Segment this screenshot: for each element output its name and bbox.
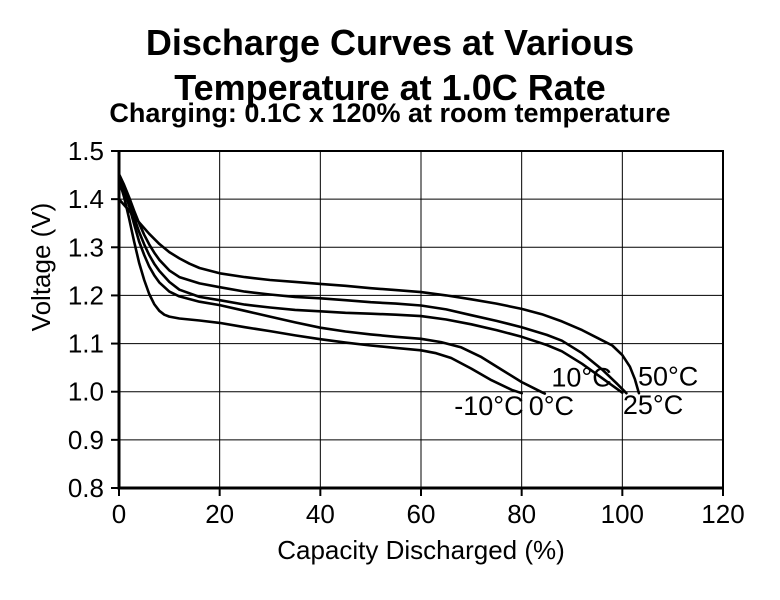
y-tick-label: 1.3 <box>68 232 104 262</box>
chart-title-line2: Temperature at 1.0C Rate <box>174 67 606 108</box>
y-tick-label: 1.1 <box>68 329 104 359</box>
curve-minus-10c <box>117 178 523 395</box>
y-tick-label: 0.9 <box>68 425 104 455</box>
chart-title-line1: Discharge Curves at Various <box>145 22 635 63</box>
curve-label-25c: 25°C <box>623 390 683 420</box>
curve-25c <box>117 172 628 395</box>
chart-subtitle: Charging: 0.1C x 120% at room temperatur… <box>109 98 671 128</box>
x-tick-label: 100 <box>601 499 644 529</box>
curve-50c <box>117 197 641 395</box>
x-axis-title: Capacity Discharged (%) <box>277 535 565 565</box>
x-tick-label: 60 <box>407 499 436 529</box>
x-tick-label: 120 <box>701 499 744 529</box>
x-tick-label: 20 <box>205 499 234 529</box>
curve-label-0c: 0°C <box>529 391 574 421</box>
curve-label-50c: 50°C <box>638 361 698 391</box>
curve-label-minus-10c: -10°C <box>454 391 523 421</box>
x-tick-label: 40 <box>306 499 335 529</box>
chart-title: Discharge Curves at Various Temperature … <box>0 20 780 110</box>
y-tick-label: 1.4 <box>68 184 104 214</box>
y-tick-label: 0.8 <box>68 473 104 503</box>
y-axis-title: Voltage (V) <box>26 203 56 332</box>
x-tick-label: 0 <box>112 499 126 529</box>
y-tick-label: 1.0 <box>68 377 104 407</box>
curve-label-10c: 10°C <box>551 362 611 392</box>
curve-10c <box>117 173 624 394</box>
curve-0c <box>117 175 547 395</box>
x-tick-label: 80 <box>507 499 536 529</box>
y-tick-label: 1.5 <box>68 136 104 166</box>
y-tick-label: 1.2 <box>68 280 104 310</box>
